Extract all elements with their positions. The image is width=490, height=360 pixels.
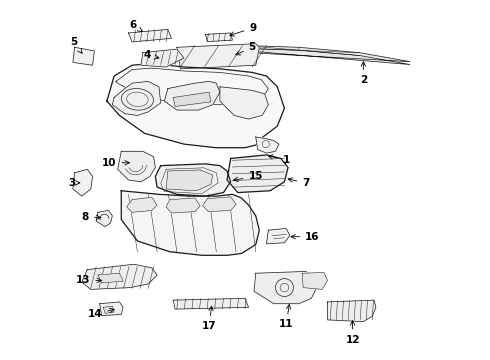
Polygon shape: [254, 271, 317, 304]
Text: 5: 5: [70, 37, 82, 53]
Polygon shape: [173, 92, 211, 107]
Polygon shape: [96, 211, 112, 226]
Polygon shape: [107, 63, 285, 148]
Text: 2: 2: [360, 62, 367, 85]
Text: 12: 12: [345, 321, 360, 345]
Text: 15: 15: [234, 171, 263, 181]
Polygon shape: [118, 151, 155, 182]
Text: 17: 17: [202, 306, 217, 331]
Polygon shape: [73, 47, 95, 65]
Text: 9: 9: [230, 23, 256, 36]
Polygon shape: [126, 197, 157, 212]
Polygon shape: [256, 137, 279, 153]
Polygon shape: [128, 30, 171, 42]
Text: 16: 16: [291, 232, 319, 242]
Polygon shape: [100, 302, 123, 316]
Polygon shape: [166, 198, 200, 213]
Text: 11: 11: [279, 305, 294, 329]
Polygon shape: [112, 81, 161, 116]
Polygon shape: [103, 306, 114, 314]
Polygon shape: [82, 264, 157, 289]
Polygon shape: [155, 164, 231, 196]
Polygon shape: [327, 300, 376, 321]
Text: 3: 3: [69, 178, 80, 188]
Text: 13: 13: [75, 275, 101, 285]
Text: 5: 5: [236, 42, 256, 55]
Polygon shape: [177, 44, 259, 69]
Polygon shape: [203, 197, 236, 212]
Polygon shape: [122, 191, 259, 255]
Polygon shape: [164, 81, 220, 110]
Text: 6: 6: [129, 20, 142, 32]
Polygon shape: [302, 273, 327, 289]
Polygon shape: [267, 228, 290, 244]
Polygon shape: [205, 33, 232, 41]
Text: 1: 1: [269, 155, 290, 165]
Text: 7: 7: [288, 178, 310, 188]
Text: 4: 4: [144, 50, 159, 60]
Polygon shape: [73, 169, 93, 196]
Text: 14: 14: [88, 309, 114, 319]
Polygon shape: [220, 87, 269, 119]
Polygon shape: [205, 45, 410, 64]
Text: 8: 8: [82, 212, 101, 222]
Polygon shape: [173, 298, 248, 309]
Text: 10: 10: [102, 158, 129, 168]
Polygon shape: [166, 170, 213, 191]
Polygon shape: [98, 273, 123, 283]
Polygon shape: [141, 49, 184, 67]
Polygon shape: [227, 155, 288, 193]
